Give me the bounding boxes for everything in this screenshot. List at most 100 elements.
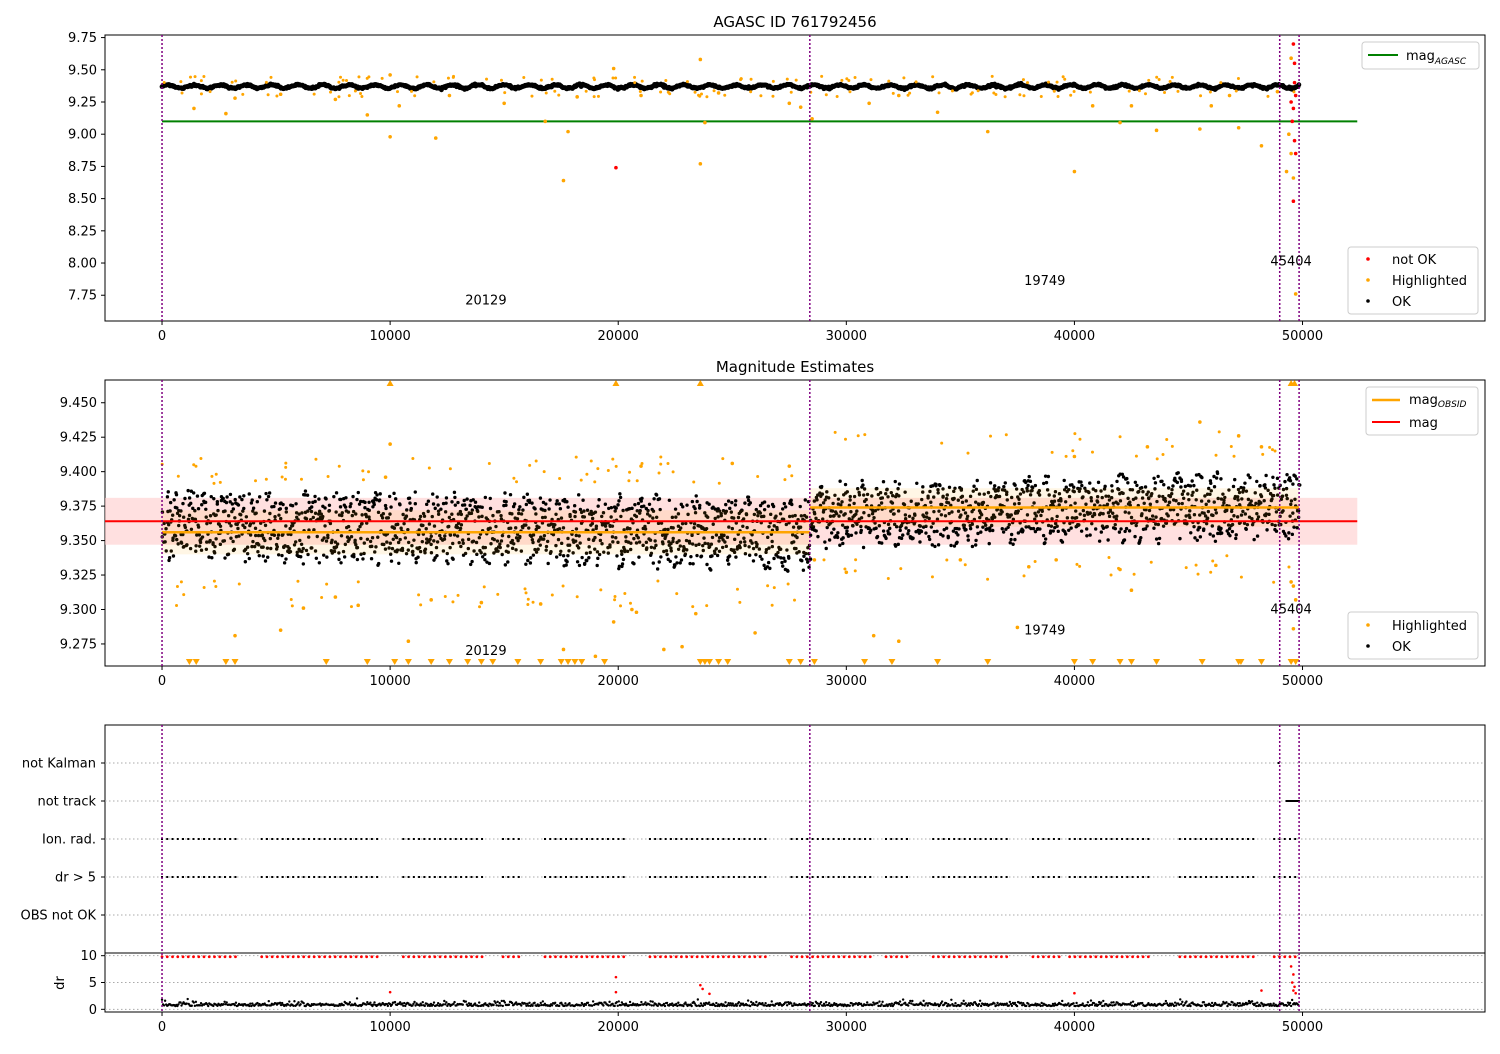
y-tick-label: 9.00 [68,128,97,143]
flag-point [801,876,803,878]
ok-point [1214,540,1217,543]
flag-point [502,876,504,878]
highlighted-point [1018,93,1021,96]
highlighted-point [1063,78,1066,81]
flag-point [444,838,446,840]
ok-point [266,555,269,558]
flag-point [670,876,672,878]
highlighted-point [527,598,530,601]
ok-point [1001,527,1004,530]
flag-point [691,876,693,878]
ok-point [1010,533,1013,536]
flag-point [1247,838,1249,840]
flag-point [1221,838,1223,840]
ok-point [619,496,622,499]
ok-point [836,531,839,534]
flag-point [350,838,352,840]
flag-point [1132,876,1134,878]
dr-ok-point [164,1000,166,1002]
flag-point [1142,876,1144,878]
panel1-line-legend: magAGASC [1362,42,1479,69]
flag-point [177,876,179,878]
highlighted-point [666,462,669,465]
flag-point [371,838,373,840]
highlighted-point [1062,75,1065,78]
flag-point [471,876,473,878]
ok-point [555,499,558,502]
flag-point [1121,876,1123,878]
ok-point [862,546,865,549]
highlighted-point [284,478,287,481]
dr-ok-point [297,1001,299,1003]
highlighted-point [194,465,197,468]
ok-point [620,565,623,568]
ok-point [668,499,671,502]
ok-point [252,507,255,510]
flag-point [1032,876,1034,878]
highlighted-legend-label: Highlighted [1392,274,1467,289]
flag-point [476,838,478,840]
ok-point [971,545,974,548]
flag-point [838,838,840,840]
ok-point [783,559,786,562]
highlighted-point [558,477,561,480]
highlighted-point [940,442,943,445]
ok-point [1115,480,1118,483]
highlighted-point [1199,94,1202,97]
highlighted-point [867,101,871,105]
flag-point [339,876,341,878]
ok-point [168,556,171,559]
y-tick-label: 8.75 [68,160,97,175]
highlighted-point [619,604,622,607]
flag-point [182,838,184,840]
ok-point [1085,534,1088,537]
flag-point [418,876,420,878]
highlighted-point [1230,445,1233,448]
ok-point [993,484,996,487]
highlighted-point [566,130,570,134]
ok-point [363,506,366,509]
flag-point [906,876,908,878]
ok-point [377,562,380,565]
flag-point [1137,876,1139,878]
ok-point [1135,484,1138,487]
ok-point [1157,542,1160,545]
flag-point [172,838,174,840]
ok-point [1110,484,1113,487]
ok-point [947,535,950,538]
ok-point [596,557,599,560]
flag-point [203,838,205,840]
highlighted-point [991,75,994,78]
ok-legend-label: OK [1392,640,1411,655]
highlighted-point [614,595,617,598]
flag-point [896,876,898,878]
ok-point [587,556,590,559]
highlighted-point [367,470,370,473]
highlighted-point [971,91,974,94]
highlighted-point [705,95,708,98]
highlighted-point [562,179,566,183]
ok-point [784,505,787,508]
highlighted-point [887,80,890,83]
highlighted-point [357,75,360,78]
flag-point [943,838,945,840]
ok-point [559,507,562,510]
highlighted-point [1240,576,1243,579]
flag-point [460,838,462,840]
flag-point [1079,876,1081,878]
ok-point [392,492,395,495]
ok-point [957,527,960,530]
flag-point [1273,876,1275,878]
highlighted-point [502,101,506,105]
ok-point [1154,481,1157,484]
flag-point [507,838,509,840]
highlighted-point [194,75,197,78]
flag-point [612,876,614,878]
ok-point [691,500,694,503]
ok-point [1080,529,1083,532]
highlighted-point [279,92,283,96]
flag-point [313,838,315,840]
ok-point [344,496,347,499]
ok-point [1233,478,1236,481]
flag-point [838,876,840,878]
